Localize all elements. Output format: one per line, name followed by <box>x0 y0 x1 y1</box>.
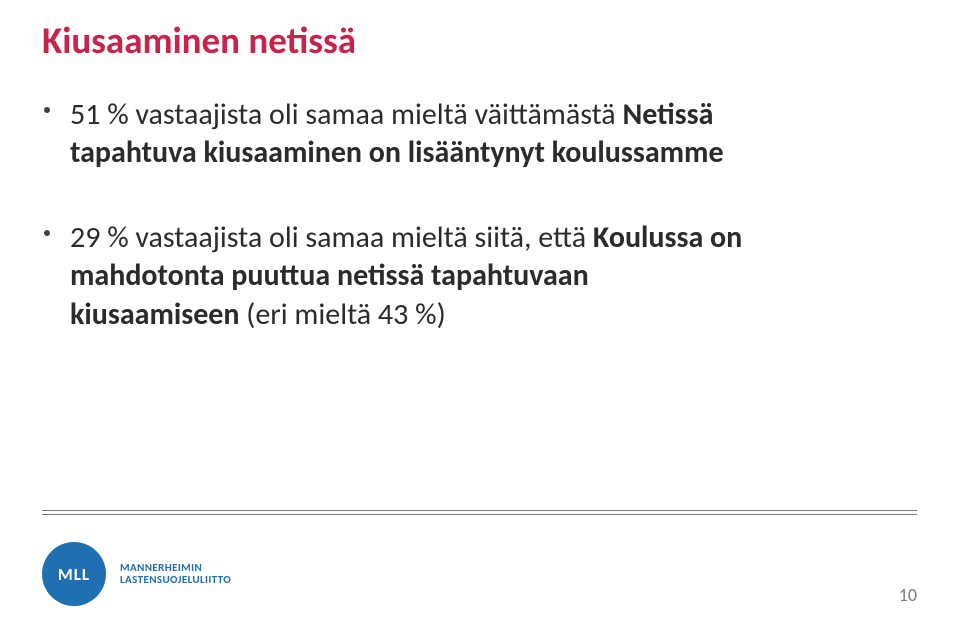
slide-title: Kiusaaminen netissä <box>42 18 356 63</box>
bullet-list: 51 % vastaajista oli samaa mieltä väittä… <box>42 96 899 334</box>
bullet-text-lead: 51 % vastaajista oli samaa mieltä väittä… <box>70 96 622 133</box>
bullet-text-bold: tapahtuva kiusaaminen on lisääntynyt kou… <box>70 134 724 171</box>
bullet-text-lead: 29 % vastaajista oli samaa mieltä siitä,… <box>70 219 593 256</box>
bullet-item: 29 % vastaajista oli samaa mieltä siitä,… <box>42 219 899 334</box>
bullet-dot-icon <box>44 107 50 113</box>
mll-logo-badge: MLL <box>42 542 106 606</box>
org-name: MANNERHEIMIN LASTENSUOJELULIITTO <box>120 562 231 585</box>
bullet-text-bold: Koulussa on <box>593 219 742 256</box>
bullet-text-bold: kiusaamiseen <box>70 296 246 333</box>
footer: MLL MANNERHEIMIN LASTENSUOJELULIITTO <box>42 542 231 606</box>
bullet-item: 51 % vastaajista oli samaa mieltä väittä… <box>42 96 899 173</box>
bullet-text-bold: mahdotonta puuttua netissä tapahtuvaan <box>70 257 589 294</box>
org-line: LASTENSUOJELULIITTO <box>120 574 231 586</box>
page-number: 10 <box>899 584 917 606</box>
bullet-text-bold: Netissä <box>622 96 713 133</box>
bullet-dot-icon <box>44 230 50 236</box>
divider-line <box>42 510 917 511</box>
bullet-text-tail: (eri mieltä 43 %) <box>246 296 445 333</box>
divider-line <box>42 514 917 515</box>
